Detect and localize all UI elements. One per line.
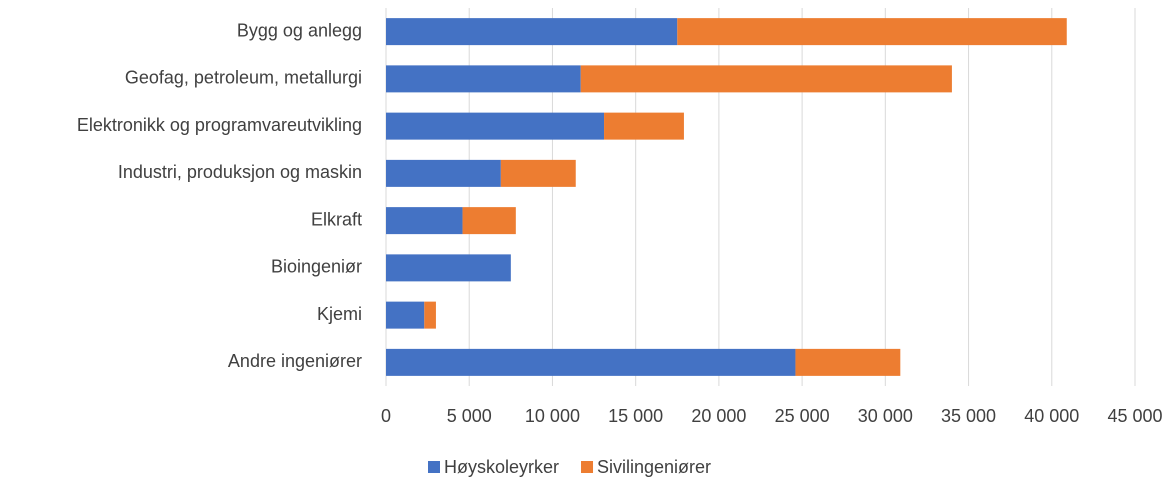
x-tick-label: 0 [381, 406, 391, 426]
bar [580, 65, 952, 93]
y-tick-label: Kjemi [317, 304, 362, 324]
bar [386, 207, 463, 235]
bar [677, 18, 1067, 46]
x-tick-label: 45 000 [1107, 406, 1162, 426]
x-tick-label: 35 000 [941, 406, 996, 426]
y-tick-label: Andre ingeniører [228, 351, 362, 371]
bar [424, 301, 436, 329]
x-tick-label: 15 000 [608, 406, 663, 426]
bar [604, 112, 684, 140]
bar [462, 207, 516, 235]
bar [386, 112, 605, 140]
bar [386, 18, 678, 46]
bar [386, 348, 796, 376]
y-tick-label: Bioingeniør [271, 257, 362, 277]
x-tick-label: 40 000 [1024, 406, 1079, 426]
legend-label: Sivilingeniører [597, 457, 711, 477]
bar [386, 254, 511, 282]
x-tick-label: 5 000 [447, 406, 492, 426]
legend-label: Høyskoleyrker [444, 457, 559, 477]
bar [386, 301, 425, 329]
legend-swatch [428, 461, 440, 473]
x-tick-label: 10 000 [525, 406, 580, 426]
bar [386, 65, 581, 93]
y-tick-label: Elkraft [311, 209, 362, 229]
y-tick-label: Elektronikk og programvareutvikling [77, 115, 362, 135]
x-tick-label: 25 000 [775, 406, 830, 426]
bar [386, 159, 501, 187]
bar [500, 159, 576, 187]
y-tick-label: Industri, produksjon og maskin [118, 162, 362, 182]
y-tick-label: Geofag, petroleum, metallurgi [125, 68, 362, 88]
bar [795, 348, 901, 376]
x-tick-label: 30 000 [858, 406, 913, 426]
y-tick-label: Bygg og anlegg [237, 20, 362, 40]
x-tick-label: 20 000 [691, 406, 746, 426]
legend-swatch [581, 461, 594, 473]
